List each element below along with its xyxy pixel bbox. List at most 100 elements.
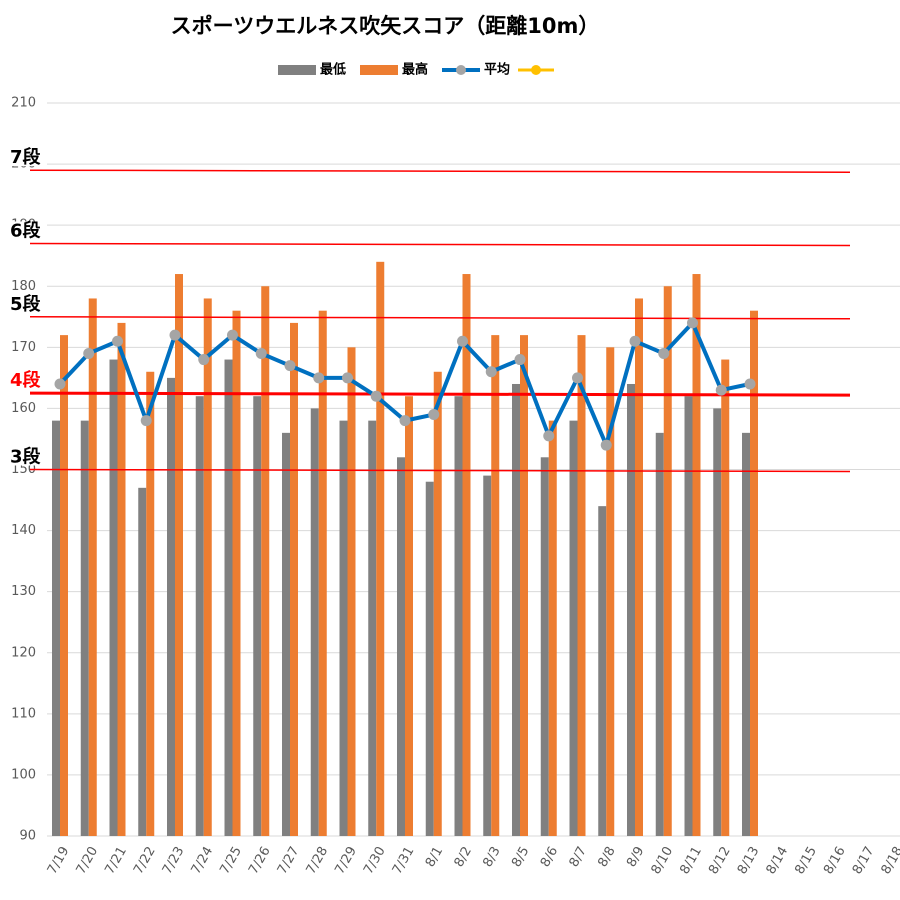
x-tick-label: 8/11: [677, 844, 705, 877]
bar: [138, 487, 147, 836]
level-label: 7段: [10, 146, 42, 168]
bar: [433, 371, 442, 836]
x-tick-label: 7/27: [275, 844, 303, 877]
level-label: 6段: [10, 219, 42, 241]
marker: [255, 347, 267, 359]
legend-swatch: [360, 65, 398, 75]
x-tick-label: 8/17: [850, 844, 878, 877]
x-tick-label: 8/3: [480, 844, 503, 870]
x-tick-label: 8/13: [735, 844, 763, 877]
y-tick-label: 130: [11, 584, 36, 599]
marker: [284, 360, 296, 372]
level-line: [29, 169, 851, 173]
x-tick-label: 8/5: [509, 844, 532, 870]
level-label-bg: [8, 294, 46, 313]
level-label-bg: [8, 221, 46, 240]
y-tick-label: 100: [11, 767, 36, 782]
level-label: 5段: [10, 293, 42, 315]
x-tick-label: 8/2: [452, 844, 475, 870]
bar: [282, 432, 290, 836]
level-line: [29, 242, 851, 247]
level-label: 3段: [10, 446, 42, 468]
bar: [310, 408, 319, 836]
bar: [548, 420, 557, 836]
marker: [715, 384, 727, 396]
x-tick-label: 8/7: [567, 844, 590, 870]
x-tick-label: 7/21: [102, 844, 130, 877]
marker: [457, 335, 468, 347]
y-tick-label: 170: [11, 340, 36, 355]
marker: [342, 372, 353, 384]
bar: [655, 432, 664, 836]
bar: [146, 371, 155, 836]
bar: [175, 274, 183, 836]
bar: [195, 396, 204, 836]
level-label-bg: [8, 371, 46, 390]
x-tick-label: 8/6: [538, 844, 561, 870]
marker: [629, 335, 641, 347]
x-tick-label: 8/9: [624, 844, 647, 870]
bar: [425, 481, 434, 836]
level-label: 4段: [10, 369, 42, 391]
bar: [577, 335, 586, 836]
y-tick-label: 160: [11, 401, 36, 416]
marker: [54, 378, 66, 390]
bar: [742, 432, 750, 836]
bar: [512, 383, 520, 836]
marker: [399, 415, 411, 427]
x-tick-label: 8/18: [879, 844, 900, 877]
x-tick-label: 7/24: [189, 844, 217, 877]
bar: [663, 286, 672, 836]
bar: [635, 298, 643, 836]
x-tick-label: 8/12: [706, 844, 734, 877]
bar: [627, 383, 635, 836]
y-tick-label: 90: [19, 829, 36, 844]
y-tick-label: 210: [11, 96, 36, 111]
y-tick-label: 120: [11, 645, 36, 660]
level-label-bg: [8, 447, 46, 466]
bar: [52, 420, 60, 836]
marker: [140, 415, 152, 427]
x-tick-label: 7/28: [304, 844, 332, 877]
marker: [169, 329, 181, 341]
x-tick-label: 8/10: [649, 844, 677, 877]
bar: [483, 475, 492, 836]
marker: [112, 335, 123, 347]
bar: [339, 420, 348, 836]
legend-marker: [456, 65, 466, 75]
x-tick-label: 7/30: [361, 844, 389, 877]
bar: [368, 420, 377, 836]
bar: [109, 359, 118, 836]
bar: [750, 310, 758, 836]
x-tick-label: 8/15: [792, 844, 820, 877]
x-tick-label: 7/19: [45, 844, 73, 877]
bar: [318, 310, 327, 836]
level-line: [29, 316, 851, 320]
marker: [83, 347, 95, 359]
marker: [227, 329, 238, 341]
bar: [405, 396, 413, 836]
x-tick-label: 7/31: [390, 844, 418, 877]
marker: [370, 390, 382, 402]
marker: [485, 366, 497, 378]
x-tick-label: 7/20: [74, 844, 102, 877]
bar: [713, 408, 722, 836]
bar: [376, 261, 385, 837]
bar: [203, 298, 212, 836]
legend-swatch: [278, 65, 316, 75]
legend-label: 平均: [484, 62, 510, 78]
marker: [658, 347, 670, 359]
y-tick-label: 150: [11, 462, 36, 477]
bar: [232, 310, 241, 836]
marker: [687, 317, 698, 329]
bar: [721, 359, 730, 836]
marker: [543, 430, 555, 442]
bar: [290, 322, 298, 836]
bar: [692, 274, 701, 836]
bar: [261, 286, 270, 836]
marker: [514, 354, 526, 366]
bar: [224, 359, 233, 836]
marker: [313, 372, 325, 384]
bar: [88, 298, 97, 836]
